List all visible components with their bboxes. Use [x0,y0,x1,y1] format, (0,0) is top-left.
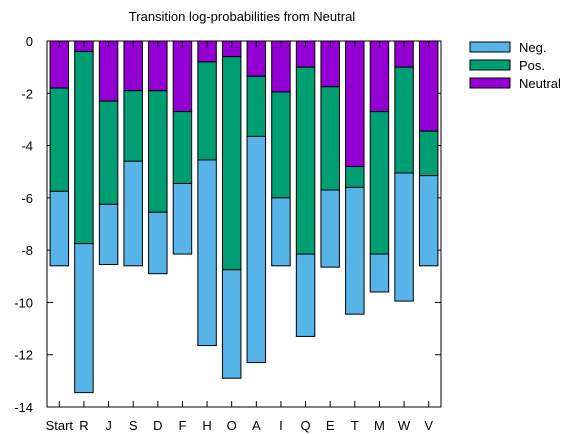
bar-segment-neutral [123,40,143,92]
bar-segment-neg [246,135,267,364]
x-tick-label: S [129,418,138,433]
bar-segment-neg [98,203,119,266]
bar-segment-pos [418,130,439,177]
bar-segment-pos [246,75,267,137]
y-tick-label: -4 [21,139,33,154]
legend-label: Neg. [519,40,546,55]
bar-segment-neutral [98,40,119,102]
bar-segment-neg [271,197,291,267]
bar-segment-neg [295,253,316,337]
bar-segment-pos [271,91,291,199]
legend-label: Pos. [519,58,545,73]
y-tick-label: -14 [14,400,33,415]
y-tick-label: -10 [14,295,33,310]
legend-swatch [469,59,511,71]
y-tick-label: -12 [14,348,33,363]
x-tick-label: F [178,418,186,433]
bar-segment-pos [123,90,143,162]
bar-segment-pos [295,66,316,255]
x-tick-label: E [326,418,335,433]
bar-segment-pos [320,86,340,191]
bar-segment-pos [98,100,119,205]
bar-segment-neg [221,269,242,379]
bar-segment-neg [418,175,439,267]
legend-label: Neutral [519,76,561,91]
bar-segment-neutral [418,40,439,132]
bar-segment-neutral [148,40,168,92]
bar-segment-pos [148,90,168,213]
x-tick-label: H [202,418,211,433]
x-tick-label: T [351,418,359,433]
bar-segment-pos [369,111,390,255]
y-tick-label: -8 [21,243,33,258]
legend: Neg. Pos. Neutral [469,40,561,91]
legend-swatch [469,41,511,53]
bar-segment-neutral [369,40,390,113]
y-tick-label: -6 [21,191,33,206]
bar-segment-pos [172,111,193,184]
bar-segment-neg [345,186,365,315]
y-tick-label: 0 [26,34,33,49]
y-tick-label: -2 [21,86,33,101]
bar-segment-pos [221,56,242,271]
bar-segment-neutral [271,40,291,93]
legend-swatch [469,77,511,89]
x-tick-label: Q [301,418,311,433]
x-tick-label: A [252,418,261,433]
chart-title: Transition log-probabilities from Neutra… [129,9,356,24]
bar-segment-pos [74,50,94,245]
x-tick-label: V [424,418,433,433]
x-tick-label: O [227,418,237,433]
bar-segment-pos [197,61,217,161]
x-tick-label: D [153,418,162,433]
x-tick-label: R [79,418,88,433]
x-tick-label: J [105,418,112,433]
bar-segment-neg [123,160,143,267]
bar-segment-neg [49,190,70,267]
bar-segment-neutral [172,40,193,113]
bar-segment-neutral [320,40,340,88]
bars [49,40,439,394]
x-tick-label: Start [46,418,74,433]
bar-segment-neg [394,172,414,302]
bar-segment-pos [394,66,414,174]
plot-frame [46,40,442,408]
bar-segment-pos [49,87,70,192]
bar-segment-neutral [345,40,365,167]
bar-segment-neutral [49,40,70,89]
bar-segment-neg [369,253,390,293]
x-axis: Start R J S D F H O A I Q E T M W V [46,41,433,433]
x-tick-label: M [374,418,385,433]
bar-segment-pos [345,165,365,188]
bar-segment-neg [172,182,193,255]
bar-segment-neg [197,159,217,347]
x-tick-label: I [279,418,283,433]
bar-segment-neg [148,211,168,275]
bar-segment-neg [320,189,340,268]
x-tick-label: W [398,418,411,433]
bar-segment-neg [74,243,94,394]
